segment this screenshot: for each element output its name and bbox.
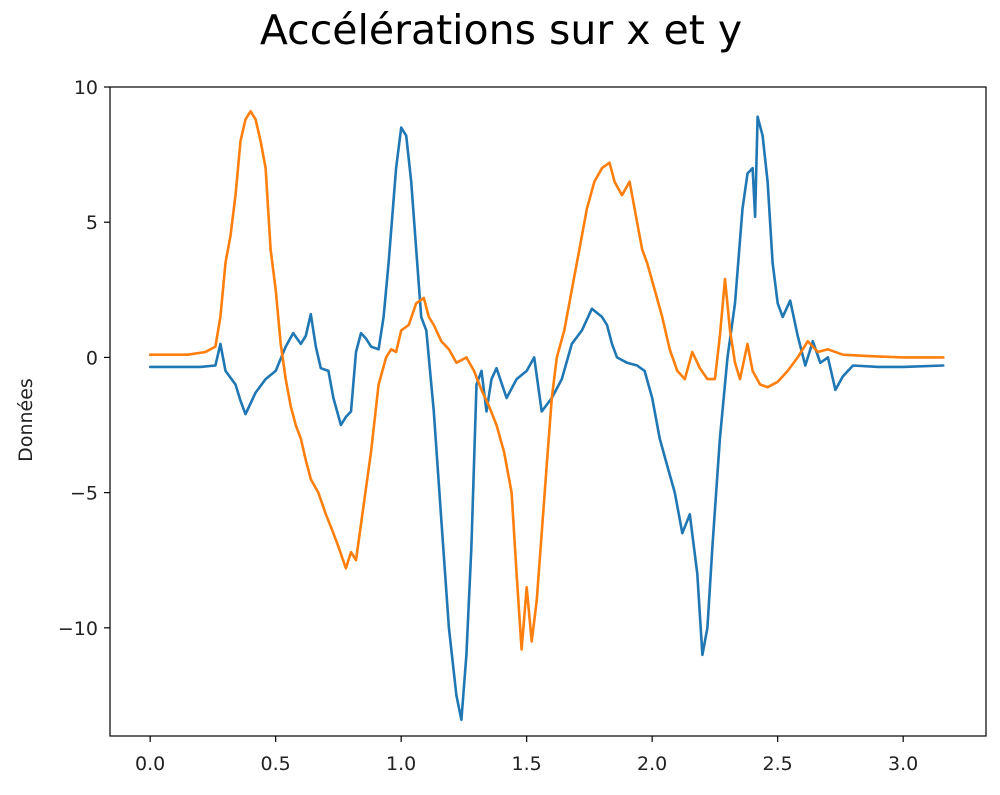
x-axis: 0.0 0.5 1.0 1.5 2.0 2.5 3.0: [135, 736, 918, 775]
y-tick-label: 10: [74, 77, 98, 99]
x-tick-label: 0.0: [135, 753, 165, 775]
y-tick-label: 0: [86, 347, 98, 369]
x-tick-label: 2.5: [763, 753, 793, 775]
series-line-2: [148, 110, 945, 651]
x-tick-label: 1.5: [512, 753, 542, 775]
x-tick-label: 2.0: [637, 753, 667, 775]
series-line-1: [148, 115, 945, 722]
y-axis-label: Données: [15, 378, 37, 462]
y-tick-label: −10: [58, 618, 98, 640]
x-tick-label: 0.5: [261, 753, 291, 775]
y-tick-label: −5: [70, 483, 98, 505]
chart-title: Accélérations sur x et y: [260, 6, 742, 54]
series-layer: [148, 110, 945, 722]
y-axis: 10 5 0 −5 −10: [58, 77, 110, 640]
y-tick-label: 5: [86, 212, 98, 234]
plot-area-frame: [109, 86, 987, 737]
x-tick-label: 3.0: [888, 753, 918, 775]
x-tick-label: 1.0: [386, 753, 416, 775]
